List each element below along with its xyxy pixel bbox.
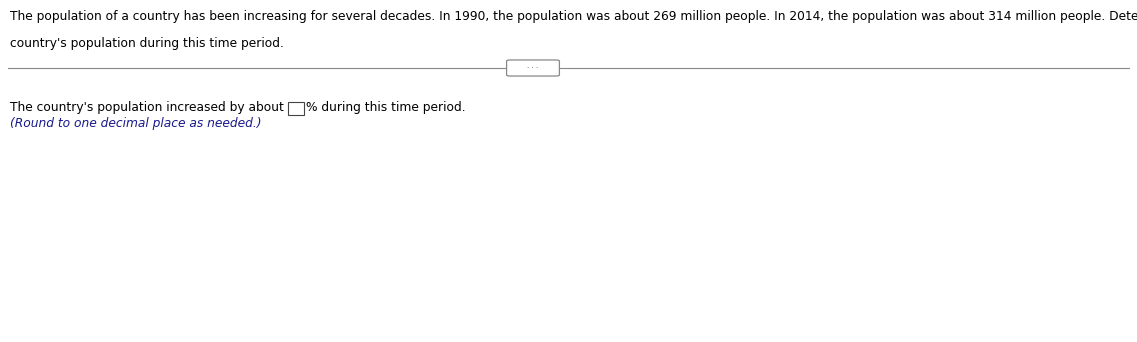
Bar <box>288 102 304 115</box>
Text: · · ·: · · · <box>528 65 539 71</box>
Text: The population of a country has been increasing for several decades. In 1990, th: The population of a country has been inc… <box>10 10 1137 23</box>
Text: The country's population increased by about: The country's population increased by ab… <box>10 102 288 115</box>
Text: country's population during this time period.: country's population during this time pe… <box>10 37 284 50</box>
Text: % during this time period.: % during this time period. <box>306 102 465 115</box>
Text: (Round to one decimal place as needed.): (Round to one decimal place as needed.) <box>10 118 262 131</box>
